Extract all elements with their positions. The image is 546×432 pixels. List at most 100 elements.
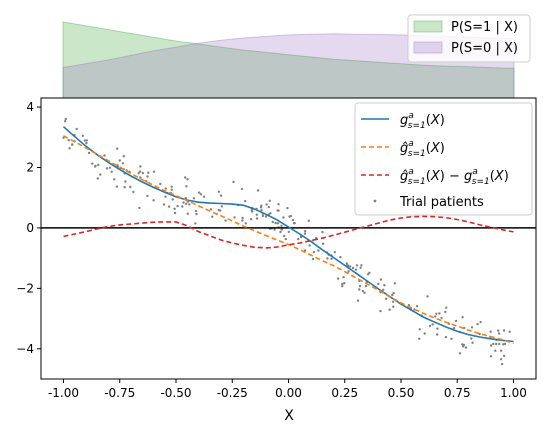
trial-patient-point (489, 344, 493, 347)
trial-patient-point (152, 199, 155, 202)
trial-patient-point (388, 308, 391, 311)
trial-patient-point (271, 220, 274, 224)
trial-patient-point (392, 305, 395, 308)
trial-patient-point (280, 224, 283, 227)
trial-patient-point (351, 266, 355, 270)
legend-label-difference: ĝa s=1(X) − ga s=1(X) (400, 167, 509, 187)
trial-patient-point (75, 127, 78, 131)
trial-patient-point (171, 198, 174, 201)
trial-patient-point (284, 237, 287, 241)
trial-patient-point (347, 270, 350, 273)
trial-patient-point (341, 282, 344, 286)
trial-patient-point (445, 306, 448, 309)
trial-patient-point (185, 185, 188, 188)
trial-patient-point (264, 215, 268, 218)
trial-patient-point (384, 297, 388, 300)
trial-patient-point (361, 289, 364, 293)
trial-patient-point (383, 284, 386, 287)
trial-patient-point (454, 319, 458, 323)
trial-patient-point (356, 299, 360, 302)
y-axis-ticks: 4 2 0 −2 −4 (16, 100, 41, 356)
y-tick-label: 0 (26, 221, 34, 235)
trial-patient-point (269, 212, 272, 215)
trial-patient-point (360, 264, 363, 267)
trial-patient-point (363, 291, 366, 294)
trial-patient-point (176, 204, 179, 208)
trial-patient-point (502, 329, 506, 332)
x-tick-label: -1.00 (48, 386, 79, 400)
trial-patient-point (470, 337, 473, 340)
trial-patient-point (219, 209, 222, 212)
trial-patient-point (118, 159, 122, 162)
trial-patient-point (141, 171, 144, 175)
trial-patient-point (377, 282, 380, 285)
trial-patient-point (304, 230, 307, 233)
trial-patient-point (108, 166, 112, 169)
trial-patient-point (277, 203, 280, 206)
trial-patient-point (255, 217, 259, 220)
trial-patient-point (489, 330, 492, 333)
trial-patient-point (379, 278, 383, 281)
trial-patient-point (192, 197, 196, 200)
trial-patient-point (498, 342, 501, 346)
trial-patient-point (292, 222, 296, 225)
trial-patient-point (121, 162, 125, 165)
trial-patient-point (139, 165, 142, 168)
trial-patient-point (267, 205, 270, 209)
trial-patient-point (444, 310, 447, 314)
trial-patient-point (96, 177, 100, 180)
trial-patient-point (345, 262, 348, 265)
density-area-s1 (62, 21, 515, 99)
trial-patient-point (110, 170, 113, 173)
trial-patient-point (186, 212, 189, 215)
trial-patient-point (260, 204, 263, 207)
trial-patient-point (67, 139, 70, 142)
trial-patient-point (279, 230, 282, 234)
trial-patient-point (434, 315, 437, 318)
trial-patient-point (299, 236, 303, 239)
legend-label-true: ga s=1(X) (400, 111, 445, 131)
trial-patient-point (321, 230, 324, 234)
trial-patient-point (497, 329, 500, 332)
trial-patient-point (342, 276, 345, 279)
trial-patient-point (418, 328, 421, 331)
trial-patient-point (145, 180, 148, 183)
trial-patient-point (435, 333, 439, 336)
trial-patient-point (358, 288, 361, 291)
trial-patient-point (138, 170, 142, 173)
trial-patient-point (333, 251, 336, 254)
trial-patient-point (444, 335, 448, 339)
trial-patient-point (312, 250, 316, 254)
trial-patient-point (503, 342, 507, 346)
trial-patient-point (81, 134, 85, 137)
trial-patient-point (343, 282, 346, 285)
trial-patient-point (431, 323, 434, 326)
main-plot: -1.00 -0.75 -0.50 -0.25 0.00 0.25 0.50 0.75 1.00… (16, 97, 537, 424)
trial-patient-point (170, 188, 173, 191)
trial-patient-point (277, 209, 280, 212)
trial-patient-point (274, 221, 277, 225)
trial-patient-point (164, 187, 167, 190)
trial-patient-point (479, 320, 482, 324)
trial-patient-point (268, 199, 271, 202)
trial-patient-point (250, 208, 253, 212)
trial-patient-point (330, 257, 333, 260)
trial-patient-point (124, 180, 127, 183)
trial-patient-point (364, 284, 368, 288)
trial-patient-point (122, 155, 126, 158)
trial-patient-point (393, 282, 397, 285)
main-legend-frame (354, 102, 533, 216)
trial-patient-point (489, 355, 493, 358)
trial-patient-point (286, 206, 289, 210)
trial-patient-point (326, 257, 329, 260)
trial-patient-point (152, 170, 156, 173)
trial-patient-point (428, 324, 432, 328)
trial-patient-point (182, 201, 185, 204)
x-axis-label: X (284, 408, 294, 424)
legend-label-s0: P(S=0 | X) (451, 41, 518, 56)
trial-patient-point (209, 208, 213, 211)
trial-patient-point (115, 185, 119, 188)
legend-label-estimate: ĝa s=1(X) (400, 139, 445, 159)
trial-patient-point (71, 143, 74, 146)
